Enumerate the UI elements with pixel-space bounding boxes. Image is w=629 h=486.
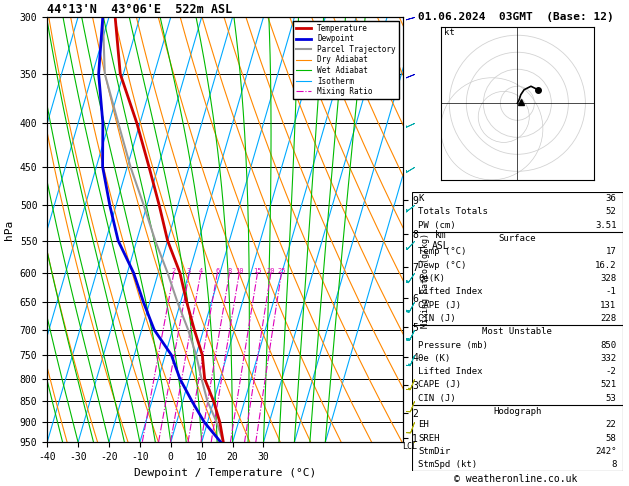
Text: kt: kt [444, 28, 455, 37]
Text: 2: 2 [172, 268, 175, 274]
Text: 4: 4 [198, 268, 203, 274]
X-axis label: Dewpoint / Temperature (°C): Dewpoint / Temperature (°C) [134, 468, 316, 478]
Text: 10: 10 [235, 268, 243, 274]
Text: © weatheronline.co.uk: © weatheronline.co.uk [454, 473, 577, 484]
Text: LCL: LCL [403, 442, 418, 451]
Text: EH: EH [418, 420, 429, 429]
Text: -2: -2 [606, 367, 616, 376]
Text: Pressure (mb): Pressure (mb) [418, 341, 488, 349]
Text: Dewp (°C): Dewp (°C) [418, 260, 467, 270]
Text: 16.2: 16.2 [595, 260, 616, 270]
Text: θe(K): θe(K) [418, 274, 445, 283]
Text: 242°: 242° [595, 447, 616, 456]
Text: StmDir: StmDir [418, 447, 450, 456]
Text: 228: 228 [600, 314, 616, 323]
Text: 3: 3 [187, 268, 191, 274]
Text: 01.06.2024  03GMT  (Base: 12): 01.06.2024 03GMT (Base: 12) [418, 12, 614, 22]
Text: 3.51: 3.51 [595, 221, 616, 230]
Text: K: K [418, 194, 424, 203]
Text: 22: 22 [606, 420, 616, 429]
Text: 328: 328 [600, 274, 616, 283]
Text: CIN (J): CIN (J) [418, 314, 456, 323]
Text: 25: 25 [277, 268, 286, 274]
Y-axis label: hPa: hPa [4, 220, 14, 240]
Text: Temp (°C): Temp (°C) [418, 247, 467, 256]
Text: 850: 850 [600, 341, 616, 349]
Y-axis label: km
ASL: km ASL [431, 230, 449, 251]
Text: Totals Totals: Totals Totals [418, 208, 488, 216]
Text: 131: 131 [600, 300, 616, 310]
Text: Surface: Surface [499, 234, 536, 243]
Text: Hodograph: Hodograph [493, 407, 542, 416]
Text: PW (cm): PW (cm) [418, 221, 456, 230]
Text: Most Unstable: Most Unstable [482, 327, 552, 336]
Text: -1: -1 [606, 287, 616, 296]
Text: 521: 521 [600, 381, 616, 389]
Text: 44°13'N  43°06'E  522m ASL: 44°13'N 43°06'E 522m ASL [47, 3, 233, 16]
Text: Lifted Index: Lifted Index [418, 367, 483, 376]
Text: 15: 15 [253, 268, 262, 274]
Text: SREH: SREH [418, 434, 440, 443]
Text: 8: 8 [611, 460, 616, 469]
Text: 20: 20 [267, 268, 275, 274]
Text: Lifted Index: Lifted Index [418, 287, 483, 296]
Text: 332: 332 [600, 354, 616, 363]
Text: 6: 6 [215, 268, 220, 274]
Text: StmSpd (kt): StmSpd (kt) [418, 460, 477, 469]
Text: 53: 53 [606, 394, 616, 403]
Text: CAPE (J): CAPE (J) [418, 300, 461, 310]
Text: CIN (J): CIN (J) [418, 394, 456, 403]
Text: 17: 17 [606, 247, 616, 256]
Legend: Temperature, Dewpoint, Parcel Trajectory, Dry Adiabat, Wet Adiabat, Isotherm, Mi: Temperature, Dewpoint, Parcel Trajectory… [292, 21, 399, 99]
Text: θe (K): θe (K) [418, 354, 450, 363]
Text: 52: 52 [606, 208, 616, 216]
Text: 58: 58 [606, 434, 616, 443]
Text: 36: 36 [606, 194, 616, 203]
Text: 8: 8 [227, 268, 231, 274]
Text: CAPE (J): CAPE (J) [418, 381, 461, 389]
Text: Mixing Ratio (g/kg): Mixing Ratio (g/kg) [421, 233, 430, 328]
